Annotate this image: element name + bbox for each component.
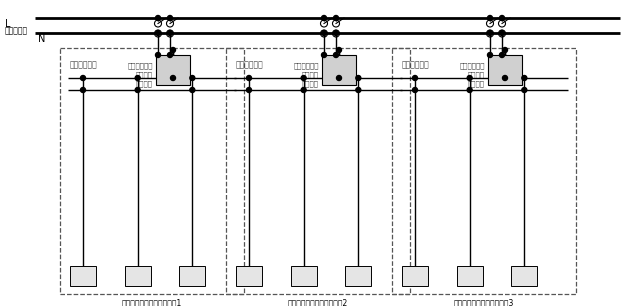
Text: 低压电力线: 低压电力线 (5, 26, 28, 35)
Bar (291, 266, 317, 286)
Circle shape (522, 76, 527, 80)
Circle shape (80, 88, 85, 92)
Circle shape (167, 16, 172, 21)
Circle shape (155, 31, 161, 35)
Circle shape (135, 88, 140, 92)
Text: 节点
设备: 节点 设备 (300, 269, 308, 283)
Circle shape (488, 53, 492, 58)
Circle shape (467, 76, 472, 80)
Circle shape (171, 76, 176, 80)
Text: 信号传输区段: 信号传输区段 (402, 60, 429, 69)
Circle shape (171, 47, 176, 53)
Bar (125, 266, 150, 286)
Text: 信号屏蔽区段: 信号屏蔽区段 (293, 62, 319, 69)
Circle shape (522, 88, 527, 92)
Circle shape (413, 76, 418, 80)
Circle shape (356, 88, 361, 92)
Bar (236, 266, 262, 286)
Bar (179, 266, 205, 286)
Circle shape (500, 53, 505, 58)
Bar (488, 55, 522, 85)
Circle shape (488, 31, 492, 35)
Circle shape (488, 16, 492, 21)
Bar (60, 48, 244, 294)
Circle shape (502, 76, 507, 80)
Bar (226, 48, 410, 294)
Circle shape (190, 76, 195, 80)
Text: 屏蔽装置: 屏蔽装置 (302, 80, 319, 87)
Text: 智能信息: 智能信息 (136, 71, 153, 78)
Circle shape (467, 88, 472, 92)
Circle shape (502, 47, 507, 53)
Bar (345, 266, 371, 286)
Text: 信号传输区段: 信号传输区段 (70, 60, 98, 69)
Circle shape (413, 88, 418, 92)
Bar (322, 55, 356, 85)
Bar (70, 266, 96, 286)
Text: 节点
设备: 节点 设备 (79, 269, 87, 283)
Circle shape (301, 88, 306, 92)
Text: 智能信息: 智能信息 (468, 71, 485, 78)
Circle shape (500, 16, 505, 21)
Circle shape (322, 31, 327, 35)
Circle shape (334, 16, 339, 21)
Text: L: L (5, 19, 11, 29)
Text: 节点
设备: 节点 设备 (465, 269, 474, 283)
Circle shape (80, 76, 85, 80)
Text: 信号传输区段: 信号传输区段 (236, 60, 264, 69)
Bar (512, 266, 537, 286)
Text: 节点
设备: 节点 设备 (245, 269, 253, 283)
Circle shape (301, 76, 306, 80)
Text: 节点
设备: 节点 设备 (520, 269, 529, 283)
Circle shape (337, 47, 342, 53)
Text: 低压电力线智能微通信网络1: 低压电力线智能微通信网络1 (122, 298, 182, 306)
Text: 智能信息: 智能信息 (302, 71, 319, 78)
Text: 低压电力线智能微通信网络3: 低压电力线智能微通信网络3 (454, 298, 514, 306)
Circle shape (322, 16, 327, 21)
Bar (402, 266, 428, 286)
Bar (392, 48, 576, 294)
Circle shape (246, 88, 251, 92)
Circle shape (322, 53, 327, 58)
Circle shape (334, 53, 339, 58)
Text: 节点
设备: 节点 设备 (411, 269, 419, 283)
Circle shape (356, 76, 361, 80)
Circle shape (500, 31, 505, 35)
Circle shape (334, 31, 339, 35)
Circle shape (155, 16, 161, 21)
Text: 节点
设备: 节点 设备 (134, 269, 142, 283)
Circle shape (167, 53, 172, 58)
Circle shape (337, 76, 342, 80)
Text: 信号屏蔽区段: 信号屏蔽区段 (127, 62, 153, 69)
Text: 屏蔽装置: 屏蔽装置 (136, 80, 153, 87)
Text: 节点
设备: 节点 设备 (354, 269, 362, 283)
Bar (156, 55, 190, 85)
Text: 节点
设备: 节点 设备 (188, 269, 197, 283)
Text: 信号屏蔽区段: 信号屏蔽区段 (460, 62, 485, 69)
Circle shape (155, 53, 161, 58)
Bar (456, 266, 483, 286)
Circle shape (190, 88, 195, 92)
Text: N: N (38, 34, 45, 44)
Circle shape (135, 76, 140, 80)
Text: 低压电力线智能微通信网络2: 低压电力线智能微通信网络2 (288, 298, 348, 306)
Text: 屏蔽装置: 屏蔽装置 (468, 80, 485, 87)
Circle shape (246, 76, 251, 80)
Circle shape (167, 31, 172, 35)
